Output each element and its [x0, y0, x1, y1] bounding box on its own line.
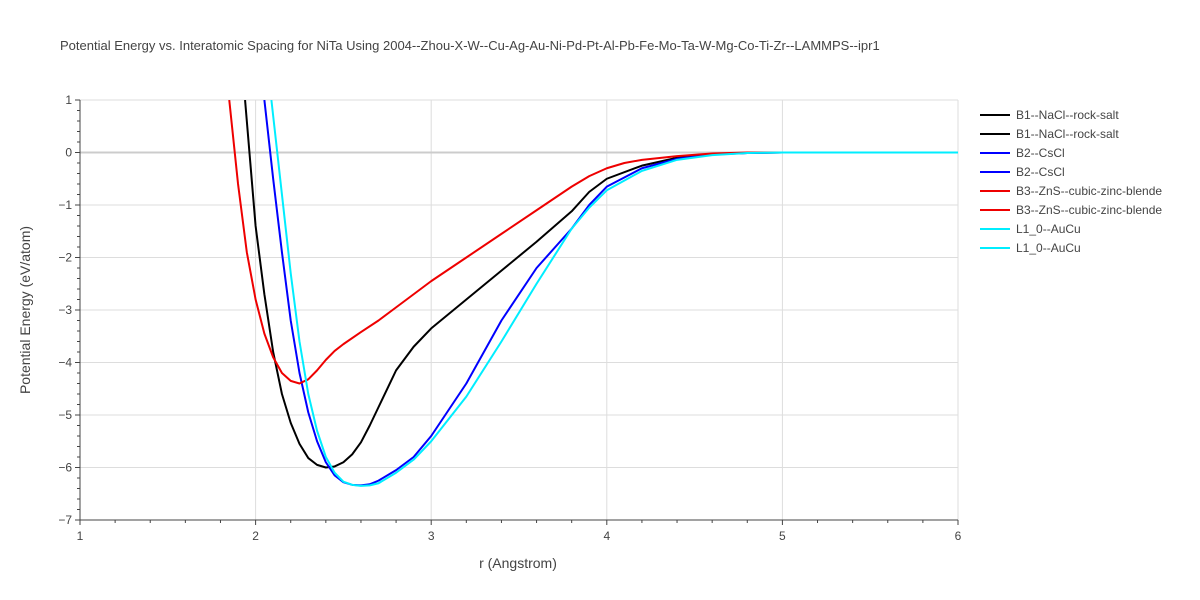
- legend[interactable]: B1--NaCl--rock-salt B1--NaCl--rock-salt B2…: [980, 108, 1162, 255]
- legend-label: L1_0--AuCu: [1016, 222, 1081, 236]
- y-tick-label: −7: [58, 513, 72, 527]
- x-tick-label: 2: [252, 529, 259, 543]
- legend-item[interactable]: L1_0--AuCu: [980, 222, 1081, 236]
- y-tick-label: −5: [58, 408, 72, 422]
- x-tick-label: 6: [955, 529, 962, 543]
- legend-item[interactable]: B1--NaCl--rock-salt: [980, 108, 1119, 122]
- x-tick-label: 5: [779, 529, 786, 543]
- plot-area: [229, 100, 958, 486]
- legend-label: B3--ZnS--cubic-zinc-blende: [1016, 184, 1162, 198]
- legend-item[interactable]: B3--ZnS--cubic-zinc-blende: [980, 184, 1162, 198]
- legend-label: B3--ZnS--cubic-zinc-blende: [1016, 203, 1162, 217]
- y-tick-label: 0: [65, 146, 72, 160]
- axes: 1 2 3 4 5 6 1 0 −1 −2 −3 −4 −5 −6 −7: [58, 93, 961, 543]
- series-line-0: [245, 100, 958, 468]
- y-tick-label: −4: [58, 356, 72, 370]
- x-tick-label: 4: [603, 529, 610, 543]
- legend-item[interactable]: B2--CsCl: [980, 165, 1065, 179]
- series-line-6: [271, 100, 958, 486]
- y-axis-title: Potential Energy (eV/atom): [17, 226, 33, 394]
- y-tick-label: −2: [58, 251, 72, 265]
- x-tick-label: 1: [77, 529, 84, 543]
- legend-label: B1--NaCl--rock-salt: [1016, 108, 1119, 122]
- legend-item[interactable]: L1_0--AuCu: [980, 241, 1081, 255]
- series-line-4: [229, 100, 958, 384]
- legend-item[interactable]: B1--NaCl--rock-salt: [980, 127, 1119, 141]
- y-tick-label: −1: [58, 198, 72, 212]
- x-axis-title: r (Angstrom): [479, 555, 557, 571]
- y-tick-label: −6: [58, 461, 72, 475]
- legend-label: B2--CsCl: [1016, 165, 1065, 179]
- y-tick-label: 1: [65, 93, 72, 107]
- legend-item[interactable]: B2--CsCl: [980, 146, 1065, 160]
- x-tick-label: 3: [428, 529, 435, 543]
- legend-item[interactable]: B3--ZnS--cubic-zinc-blende: [980, 203, 1162, 217]
- legend-label: L1_0--AuCu: [1016, 241, 1081, 255]
- legend-label: B2--CsCl: [1016, 146, 1065, 160]
- chart-title: Potential Energy vs. Interatomic Spacing…: [60, 38, 880, 53]
- y-tick-label: −3: [58, 303, 72, 317]
- legend-label: B1--NaCl--rock-salt: [1016, 127, 1119, 141]
- grid: [80, 100, 958, 520]
